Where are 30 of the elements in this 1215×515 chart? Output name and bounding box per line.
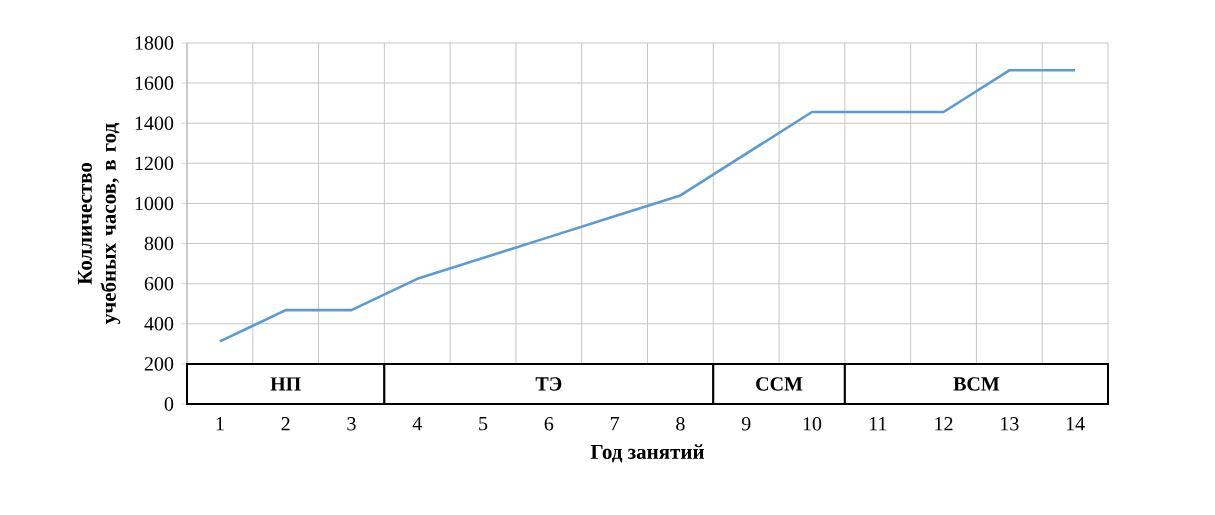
band-label: ССМ bbox=[756, 377, 803, 391]
y-tick-label: 800 bbox=[144, 236, 174, 251]
x-tick-label: 11 bbox=[869, 417, 887, 431]
y-tick-label: 1800 bbox=[135, 36, 174, 50]
y-tick-label: 400 bbox=[144, 317, 174, 331]
x-axis-title: Год занятий bbox=[590, 444, 705, 463]
y-tick-label: 200 bbox=[144, 357, 174, 371]
band-label: ТЭ bbox=[535, 377, 562, 391]
band-label: НП bbox=[270, 377, 301, 391]
x-tick-label: 10 bbox=[803, 417, 822, 431]
x-tick-label: 4 bbox=[412, 417, 422, 431]
x-tick-label: 14 bbox=[1066, 417, 1085, 431]
x-tick-label: 3 bbox=[347, 417, 356, 431]
x-tick-label: 13 bbox=[1001, 417, 1019, 431]
band-label: ВСМ bbox=[953, 377, 1000, 391]
y-tick-label: 1400 bbox=[135, 116, 174, 130]
x-tick-label: 1 bbox=[216, 417, 224, 431]
y-tick-label: 600 bbox=[144, 276, 174, 291]
y-tick-label: 1200 bbox=[135, 156, 174, 171]
x-tick-label: 12 bbox=[935, 417, 953, 431]
y-axis-title: Колличество учебных часов, в год bbox=[77, 123, 121, 324]
x-tick-label: 6 bbox=[544, 417, 554, 431]
x-tick-label: 8 bbox=[676, 417, 685, 431]
x-tick-label: 2 bbox=[281, 417, 290, 431]
y-tick-label: 1000 bbox=[135, 196, 174, 211]
x-tick-label: 7 bbox=[610, 417, 620, 431]
y-tick-label: 0 bbox=[164, 397, 174, 411]
y-tick-label: 1600 bbox=[135, 76, 174, 90]
x-tick-label: 5 bbox=[479, 417, 488, 431]
x-tick-label: 9 bbox=[741, 417, 751, 431]
